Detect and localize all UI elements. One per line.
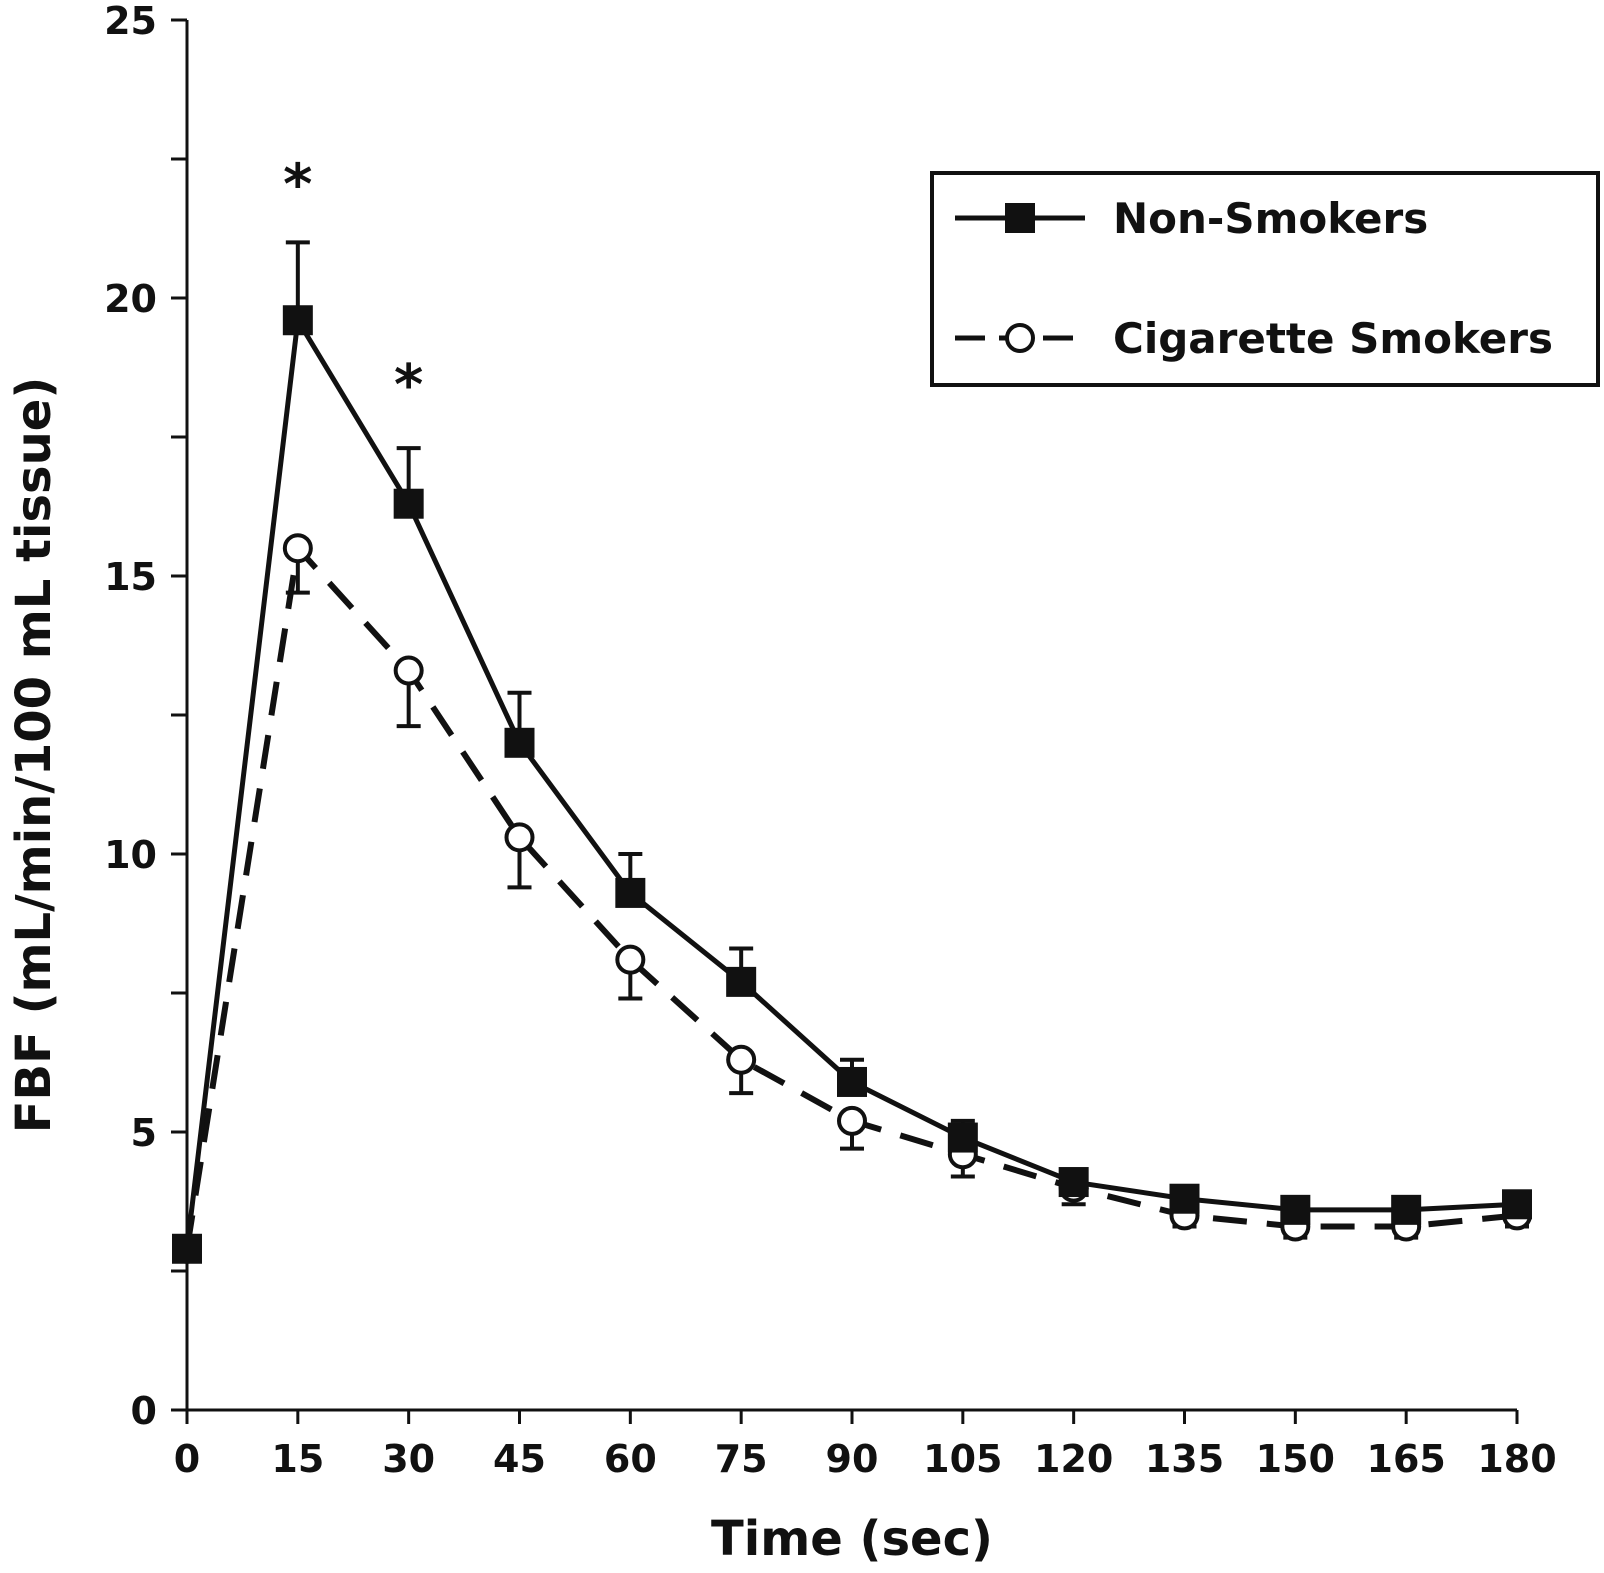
data-point-circle [615, 944, 646, 975]
x-tick-label: 180 [1477, 1437, 1556, 1481]
data-point-circle [837, 1105, 867, 1136]
x-tick-label: 90 [826, 1437, 879, 1481]
data-point-square [1169, 1183, 1200, 1214]
data-point-square [282, 305, 313, 336]
y-tick-label: 5 [131, 1111, 157, 1155]
legend-label: Non-Smokers [1113, 194, 1428, 243]
data-point-square [393, 488, 424, 519]
x-tick-label: 75 [715, 1437, 768, 1481]
data-point-square [615, 877, 646, 908]
x-tick-label: 45 [493, 1437, 546, 1481]
y-tick-label: 15 [104, 555, 157, 599]
legend-label: Cigarette Smokers [1113, 314, 1553, 363]
x-tick-label: 60 [604, 1437, 657, 1481]
data-point-circle [393, 655, 424, 686]
data-point-circle [504, 822, 535, 853]
legend-item: Cigarette Smokers [955, 314, 1553, 363]
data-point-square [1391, 1194, 1422, 1225]
series-cigarette-smokers [172, 533, 1532, 1264]
series-non-smokers [172, 240, 1532, 1264]
data-point-square [1502, 1189, 1532, 1220]
axes: 0 5 10 15 20 25 0 15 30 45 60 75 90 105 120 135 150 165 18… [6, 0, 1557, 1567]
x-tick-label: 150 [1256, 1437, 1335, 1481]
legend-box [930, 171, 1600, 387]
data-point-square [947, 1122, 978, 1153]
x-tick-label: 105 [923, 1437, 1002, 1481]
significance-marker: * [394, 353, 423, 418]
data-point-square [1058, 1167, 1089, 1198]
data-point-circle [726, 1044, 757, 1075]
y-tick-label: 10 [104, 833, 157, 877]
data-point-square [837, 1066, 867, 1097]
y-tick-label: 20 [104, 277, 157, 321]
significance-marker: * [283, 153, 312, 218]
x-tick-label: 135 [1145, 1437, 1224, 1481]
data-point-circle [282, 533, 313, 564]
data-point-square [504, 727, 535, 758]
data-point-square [726, 966, 757, 997]
legend: Non-Smokers Cigarette Smokers [930, 171, 1600, 387]
data-point-square [1280, 1194, 1311, 1225]
y-tick-label: 25 [104, 0, 157, 43]
y-axis-title: FBF (mL/min/100 mL tissue) [6, 377, 62, 1134]
x-tick-label: 30 [382, 1437, 435, 1481]
data-point-square [172, 1233, 202, 1264]
annotation-layer: ** [283, 153, 423, 418]
y-tick-label: 0 [131, 1389, 157, 1433]
x-axis-title: Time (sec) [711, 1511, 993, 1567]
legend-marker-circle [1005, 323, 1035, 353]
legend-marker-square [1005, 203, 1035, 233]
x-tick-label: 165 [1367, 1437, 1446, 1481]
x-tick-label: 120 [1034, 1437, 1113, 1481]
x-tick-label: 15 [271, 1437, 324, 1481]
x-tick-label: 0 [174, 1437, 200, 1481]
series-layer [172, 240, 1532, 1264]
legend-item: Non-Smokers [955, 194, 1428, 243]
